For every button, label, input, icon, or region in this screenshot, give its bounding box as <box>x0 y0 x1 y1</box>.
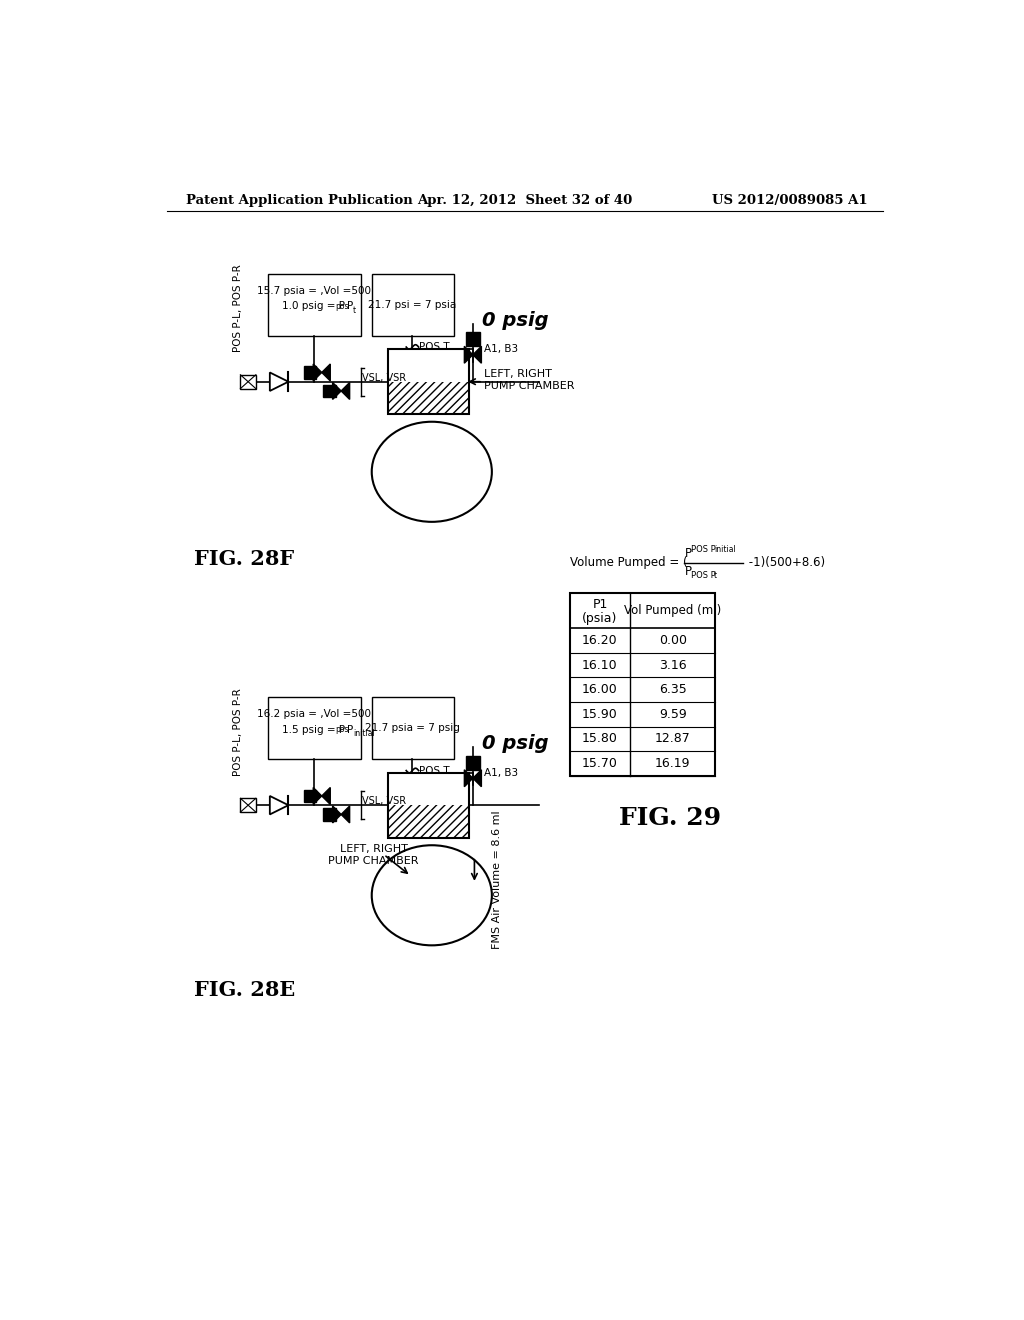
Polygon shape <box>341 807 349 822</box>
Text: 15.90: 15.90 <box>582 708 617 721</box>
Text: 9.59: 9.59 <box>659 708 687 721</box>
Text: PUMP CHAMBER: PUMP CHAMBER <box>484 380 575 391</box>
Text: FIG. 28F: FIG. 28F <box>194 549 294 569</box>
Text: POS T: POS T <box>419 342 450 352</box>
Text: initial: initial <box>714 545 735 554</box>
Ellipse shape <box>372 422 492 521</box>
Text: POS T: POS T <box>419 766 450 776</box>
Text: POS P: POS P <box>691 545 716 554</box>
Polygon shape <box>313 788 322 804</box>
Text: t: t <box>352 306 356 314</box>
Bar <box>388 805 469 838</box>
Text: 21.7 psi = 7 psia: 21.7 psi = 7 psia <box>369 300 457 310</box>
Text: Apr. 12, 2012  Sheet 32 of 40: Apr. 12, 2012 Sheet 32 of 40 <box>417 194 633 207</box>
Text: LEFT, RIGHT: LEFT, RIGHT <box>340 843 408 854</box>
Text: 16.20: 16.20 <box>583 634 617 647</box>
Bar <box>388 774 469 838</box>
Text: 16.00: 16.00 <box>582 684 617 696</box>
Text: 6.35: 6.35 <box>659 684 687 696</box>
Bar <box>388 350 469 414</box>
Text: -1)(500+8.6): -1)(500+8.6) <box>744 556 825 569</box>
Text: PUMP CHAMBER: PUMP CHAMBER <box>329 855 419 866</box>
Bar <box>466 333 480 346</box>
Polygon shape <box>322 364 331 381</box>
Bar <box>304 367 316 379</box>
Bar <box>324 385 336 397</box>
Text: FIG. 29: FIG. 29 <box>620 807 722 830</box>
Bar <box>267 697 360 759</box>
Polygon shape <box>341 383 349 400</box>
Text: 15.70: 15.70 <box>582 758 617 770</box>
Text: 12.87: 12.87 <box>655 733 691 746</box>
Text: 21.7 psia = 7 psig: 21.7 psia = 7 psig <box>365 723 460 733</box>
Text: pos: pos <box>336 302 349 310</box>
Text: 16.19: 16.19 <box>655 758 690 770</box>
Bar <box>241 375 256 388</box>
Text: LEFT, RIGHT: LEFT, RIGHT <box>484 370 552 379</box>
Polygon shape <box>464 770 473 787</box>
Text: POS P: POS P <box>691 572 716 581</box>
Polygon shape <box>333 807 341 822</box>
Text: 3.16: 3.16 <box>659 659 687 672</box>
Polygon shape <box>333 383 341 400</box>
Text: POS P-L, POS P-R: POS P-L, POS P-R <box>233 265 243 352</box>
Bar <box>388 381 469 414</box>
Text: US 2012/0089085 A1: US 2012/0089085 A1 <box>713 194 868 207</box>
Bar <box>372 275 454 335</box>
Text: P: P <box>346 301 353 312</box>
Polygon shape <box>270 372 289 391</box>
Bar <box>569 594 716 776</box>
Bar <box>324 808 336 821</box>
Polygon shape <box>270 796 289 814</box>
Text: Patent Application Publication: Patent Application Publication <box>186 194 413 207</box>
Text: 16.10: 16.10 <box>583 659 617 672</box>
Text: 15.80: 15.80 <box>582 733 617 746</box>
Text: t: t <box>714 572 717 581</box>
Text: 16.2 psia = ,Vol =500: 16.2 psia = ,Vol =500 <box>257 709 371 719</box>
Text: (psia): (psia) <box>583 612 617 626</box>
Text: VSL, VSR: VSL, VSR <box>362 372 407 383</box>
Polygon shape <box>473 346 481 363</box>
Bar <box>267 275 360 335</box>
Text: Volume Pumped = (: Volume Pumped = ( <box>569 556 687 569</box>
Ellipse shape <box>372 845 492 945</box>
Bar <box>466 756 480 770</box>
Text: P: P <box>684 565 691 578</box>
Text: A1, B3: A1, B3 <box>484 768 518 777</box>
Bar <box>304 789 316 803</box>
Text: pos: pos <box>336 725 349 734</box>
Text: 1.0 psig = P: 1.0 psig = P <box>283 301 345 312</box>
Text: FIG. 28E: FIG. 28E <box>194 979 295 1001</box>
Text: VSL, VSR: VSL, VSR <box>362 796 407 807</box>
Polygon shape <box>473 770 481 787</box>
Text: 15.7 psia = ,Vol =500: 15.7 psia = ,Vol =500 <box>257 286 371 296</box>
Polygon shape <box>313 364 322 381</box>
Polygon shape <box>464 346 473 363</box>
Text: P: P <box>684 546 691 560</box>
Text: FMS Air Volume = 8.6 ml: FMS Air Volume = 8.6 ml <box>493 810 502 949</box>
Polygon shape <box>322 788 331 804</box>
Text: P1: P1 <box>592 598 607 611</box>
Text: P: P <box>346 725 353 735</box>
Bar <box>241 799 256 812</box>
Text: initial: initial <box>352 729 375 738</box>
Text: 0 psig: 0 psig <box>482 310 549 330</box>
Text: Vol Pumped (ml): Vol Pumped (ml) <box>625 603 722 616</box>
Bar <box>372 697 454 759</box>
Text: 0 psig: 0 psig <box>482 734 549 754</box>
Text: 0.00: 0.00 <box>658 634 687 647</box>
Text: POS P-L, POS P-R: POS P-L, POS P-R <box>233 688 243 776</box>
Text: A1, B3: A1, B3 <box>484 345 518 354</box>
Text: 1.5 psig = P: 1.5 psig = P <box>283 725 345 735</box>
